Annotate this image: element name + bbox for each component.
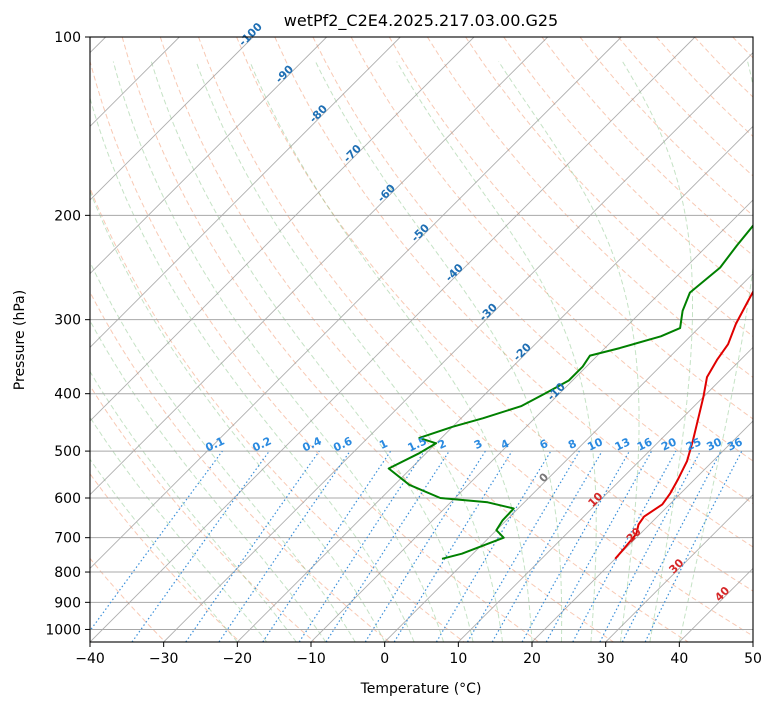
moist-adiabat <box>315 61 563 642</box>
mixing-ratio-line <box>90 450 223 632</box>
isotherm <box>90 37 696 642</box>
mixing-ratio-line <box>185 450 320 642</box>
moist-adiabat <box>90 260 356 642</box>
x-tick-label: −30 <box>149 651 179 667</box>
profiles <box>387 224 753 560</box>
moist-adiabat <box>498 61 640 642</box>
x-tick-label: 0 <box>380 651 389 667</box>
moist-adiabat <box>195 61 503 642</box>
y-tick-label: 1000 <box>45 622 81 638</box>
mixing-ratio-line <box>262 450 392 642</box>
y-tick-label: 300 <box>54 313 81 329</box>
isotherm <box>310 199 753 642</box>
x-tick-label: −10 <box>296 651 326 667</box>
mixing-ratio-line <box>393 450 513 642</box>
moist-adiabat <box>150 61 474 642</box>
x-tick-label: 10 <box>449 651 467 667</box>
dry-adiabat <box>503 37 753 297</box>
isotherm <box>90 37 475 422</box>
mixing-ratio-line <box>325 450 450 642</box>
mixing-ratio-line <box>218 450 351 642</box>
isotherm <box>605 494 753 642</box>
moist-adiabat <box>90 370 297 642</box>
x-axis-label: Temperature (°C) <box>360 681 482 697</box>
dry-adiabat <box>388 37 753 420</box>
x-tick-label: 40 <box>670 651 688 667</box>
mixing-ratio-label: 36 <box>725 435 745 453</box>
y-tick-label: 600 <box>54 491 81 507</box>
moist-adiabat <box>90 319 327 642</box>
moist-adiabat <box>249 61 533 642</box>
moist-adiabat <box>678 61 753 642</box>
dry-adiabat <box>90 384 316 642</box>
x-tick-label: −20 <box>223 651 253 667</box>
dry-adiabat <box>274 37 753 548</box>
dry-adiabat <box>90 186 465 642</box>
dry-adiabat <box>90 472 241 642</box>
moist-adiabat <box>90 189 386 642</box>
moist-adiabat <box>90 96 415 642</box>
isotherm <box>90 37 254 201</box>
y-tick-label: 500 <box>54 444 81 460</box>
y-axis-ticks: 100 200 300 400 500 600 700 800 900 1000 <box>45 30 90 638</box>
y-tick-label: 400 <box>54 387 81 403</box>
mixing-ratio-line <box>298 450 425 642</box>
mixing-ratio-line <box>572 450 677 642</box>
mixing-ratio-label: 25 <box>684 435 703 453</box>
y-tick-label: 800 <box>54 565 81 581</box>
isotherm <box>90 37 548 496</box>
y-tick-label: 900 <box>54 595 81 611</box>
y-tick-label: 200 <box>54 208 81 224</box>
x-tick-label: 50 <box>744 651 762 667</box>
mixing-ratio-label: 16 <box>635 435 655 453</box>
isotherm <box>90 37 622 569</box>
mixing-ratio-line <box>131 450 270 642</box>
background-lines <box>90 37 753 642</box>
y-tick-label: 700 <box>54 531 81 547</box>
plot-area <box>90 37 753 642</box>
dry-adiabat <box>121 37 614 642</box>
isotherm <box>90 37 327 275</box>
dry-adiabat <box>350 37 753 462</box>
x-tick-label: −40 <box>75 651 105 667</box>
isotherm <box>163 52 753 642</box>
temperature-profile <box>614 289 753 560</box>
chart-title: wetPf2_C2E4.2025.217.03.00.G25 <box>284 11 558 31</box>
dry-adiabat <box>159 37 689 642</box>
dry-adiabat <box>90 291 390 642</box>
x-tick-label: 30 <box>597 651 615 667</box>
isotherm <box>531 420 753 642</box>
isotherm <box>237 125 753 642</box>
dry-adiabat <box>426 37 753 378</box>
dewpoint-profile <box>387 224 753 560</box>
dry-adiabat <box>465 37 753 338</box>
dry-adiabat <box>312 37 753 505</box>
x-tick-label: 20 <box>523 651 541 667</box>
mixing-ratio-label: 13 <box>613 435 632 453</box>
mixing-ratio-line <box>545 450 653 642</box>
isotherm <box>90 37 401 348</box>
y-axis-label: Pressure (hPa) <box>12 290 28 390</box>
mixing-ratio-label: 20 <box>659 435 679 453</box>
moist-adiabat <box>396 61 597 642</box>
x-axis-ticks: −40 −30 −20 −10 0 10 20 30 40 50 <box>75 642 762 667</box>
mixing-ratio-label: 30 <box>704 435 724 453</box>
plot-frame <box>89 36 754 643</box>
mixing-ratio-line <box>644 450 743 642</box>
mixing-ratio-label: 10 <box>585 435 605 453</box>
y-tick-label: 100 <box>54 30 81 46</box>
isotherm <box>384 273 753 642</box>
moist-adiabat <box>112 61 445 642</box>
mixing-ratio-line <box>521 450 631 642</box>
dry-adiabat <box>236 37 753 592</box>
dry-adiabat <box>90 59 540 642</box>
isotherm <box>458 346 753 642</box>
